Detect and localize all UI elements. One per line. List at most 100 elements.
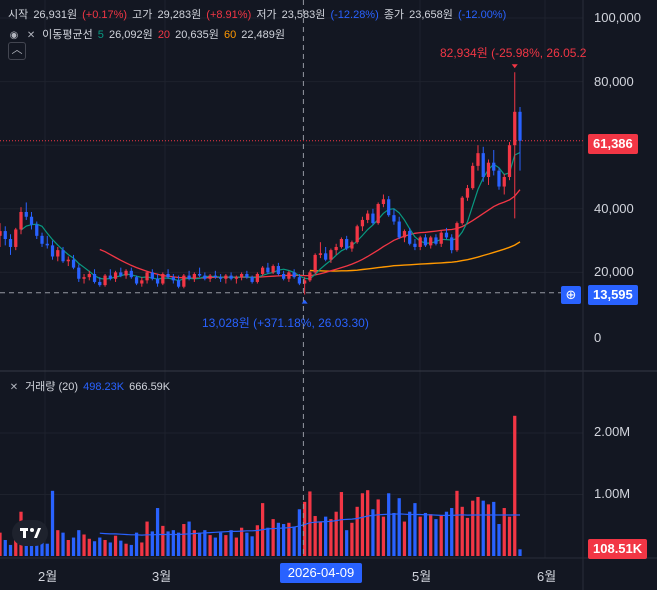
volume-bar — [418, 516, 422, 556]
volume-bar — [376, 499, 380, 556]
volume-bar — [255, 525, 260, 556]
volume-bar — [334, 511, 338, 556]
volume-bar — [513, 415, 517, 556]
volume-bar — [439, 515, 443, 556]
candle-body — [297, 277, 302, 284]
candle-body — [108, 275, 112, 279]
volume-bar — [282, 524, 286, 556]
volume-bar — [497, 524, 501, 556]
candle-body — [387, 199, 391, 216]
volume-bar — [61, 532, 65, 556]
candle-body — [313, 254, 317, 273]
candle-body — [408, 231, 412, 244]
high-label: 고가 — [132, 9, 153, 21]
crosshair-price-tag: 13,595 — [588, 285, 638, 305]
volume-bar — [455, 490, 459, 556]
volume-bar — [14, 537, 18, 556]
collapse-legend-button[interactable]: ︿ — [8, 42, 26, 60]
volume-bar — [129, 544, 133, 556]
volume-bar — [208, 535, 212, 556]
close-icon[interactable]: ✕ — [9, 382, 19, 393]
candle-body — [129, 270, 133, 278]
candle-body — [450, 237, 454, 251]
ma-legend[interactable]: ◉ ✕ 이동평균선 5 26,092원 20 20,635원 60 22,489… — [8, 26, 287, 42]
candle-body — [513, 111, 517, 146]
candle-body — [392, 215, 396, 222]
volume-bar — [171, 530, 175, 556]
candle-body — [3, 231, 7, 240]
tradingview-logo[interactable] — [12, 520, 48, 546]
volume-bar — [155, 508, 160, 556]
volume-bar — [366, 490, 370, 556]
candle-body — [355, 226, 359, 243]
volume-tag: 108.51K — [588, 539, 648, 559]
volume-legend[interactable]: ✕ 거래량 (20) 498.23K 666.59K — [8, 378, 172, 394]
volume-bar — [150, 531, 154, 556]
price-axis-label: 80,000 — [594, 74, 634, 89]
candle-body — [423, 237, 428, 246]
candle-body — [334, 246, 338, 251]
x-axis-label: 2월 — [38, 569, 58, 584]
candle-body — [444, 232, 449, 238]
volume-bar — [103, 540, 107, 556]
candle-body — [66, 259, 70, 262]
eye-icon[interactable]: ◉ — [9, 30, 19, 41]
plus-circle-icon: ⊕ — [565, 287, 577, 302]
volume-bar — [0, 532, 2, 556]
candle-body — [360, 219, 365, 227]
crosshair-date-tag: 2026-04-09 — [280, 563, 362, 583]
candle-body — [50, 245, 55, 257]
candle-body — [287, 272, 291, 279]
volume-value-1: 498.23K — [83, 381, 125, 393]
ma20-period: 20 — [157, 29, 171, 41]
candle-body — [150, 272, 154, 279]
volume-bar — [434, 519, 438, 556]
candle-body — [455, 223, 459, 251]
volume-bar — [119, 540, 123, 556]
volume-bar — [71, 537, 76, 556]
tradingview-logo-icon — [20, 528, 41, 538]
candle-body — [0, 231, 2, 236]
volume-bar — [140, 542, 144, 556]
volume-bar — [218, 532, 223, 556]
candle-body — [161, 273, 165, 284]
candle-body — [460, 197, 464, 224]
volume-bar — [161, 525, 165, 556]
candle-body — [376, 204, 380, 224]
volume-bar — [108, 542, 112, 556]
candle-body — [213, 275, 217, 278]
volume-bar — [245, 532, 249, 556]
volume-axis-label: 1.00M — [594, 486, 631, 501]
candle-body — [45, 243, 49, 246]
candle-body — [19, 211, 23, 230]
volume-bar — [450, 508, 454, 556]
open-label: 시작 — [8, 9, 29, 21]
volume-bar — [134, 532, 139, 556]
last-price-tag: 61,386 — [588, 134, 638, 154]
add-alert-button[interactable]: ⊕ — [561, 286, 581, 304]
candle-body — [324, 253, 328, 260]
candle-body — [197, 273, 202, 276]
candle-body — [497, 170, 501, 187]
volume-bar — [471, 500, 475, 556]
candle-body — [61, 250, 65, 262]
candle-body — [439, 232, 443, 244]
candle-body — [339, 239, 344, 247]
volume-bar — [413, 503, 417, 556]
volume-bar — [182, 524, 186, 556]
volume-bar — [3, 540, 7, 556]
candle-body — [140, 280, 144, 284]
volume-bar — [465, 517, 470, 556]
volume-bar — [66, 540, 70, 556]
candle-body — [486, 162, 491, 177]
volume-bar — [397, 498, 401, 556]
volume-bar — [234, 537, 238, 556]
volume-bar — [50, 490, 55, 556]
volume-bar — [92, 541, 97, 556]
candle-body — [429, 237, 433, 246]
close-icon[interactable]: ✕ — [26, 30, 36, 41]
candle-body — [224, 275, 228, 279]
volume-bar — [308, 491, 312, 556]
volume-bar — [276, 522, 281, 556]
